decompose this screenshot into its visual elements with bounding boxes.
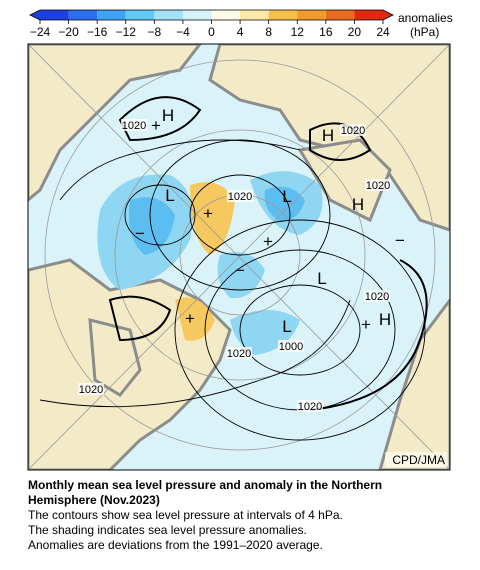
caption-title: Monthly mean sea level pressure and anom… bbox=[28, 478, 383, 492]
map-frame bbox=[27, 43, 451, 471]
map bbox=[28, 44, 450, 470]
pressure-center: H bbox=[322, 126, 334, 145]
colorbar-segment bbox=[97, 10, 126, 20]
caption-title: Hemisphere (Nov.2023) bbox=[28, 493, 160, 507]
pressure-center: + bbox=[203, 204, 213, 223]
colorbar-segment bbox=[297, 10, 326, 20]
credit: CPD/JMA bbox=[392, 453, 445, 467]
colorbar-tick-label: −24 bbox=[30, 25, 51, 39]
contour-label: 1020 bbox=[122, 120, 146, 132]
contour-label-bg bbox=[121, 119, 147, 131]
caption-line: Anomalies are deviations from the 1991–2… bbox=[28, 538, 323, 552]
isobars bbox=[39, 96, 428, 441]
contour-label: 1020 bbox=[228, 191, 252, 203]
pressure-center: L bbox=[165, 186, 174, 205]
map-figure: −24 −20 −16 −12 −8 −4 0 4 8 12 16 20 24 anomalies(hPa… bbox=[27, 9, 453, 471]
contour-label: 1020 bbox=[366, 180, 390, 192]
pressure-center: + bbox=[361, 315, 371, 334]
colorbar-tick-label: 20 bbox=[348, 25, 362, 39]
contour-label: 1020 bbox=[79, 384, 103, 396]
colorbar-tick-label: 24 bbox=[376, 25, 390, 39]
contour-label-bg bbox=[340, 124, 366, 136]
colorbar-segment bbox=[182, 10, 212, 20]
contour-label: 1020 bbox=[341, 125, 365, 137]
pressure-center: H bbox=[352, 195, 364, 214]
contour-label-bg bbox=[364, 290, 390, 302]
colorbar-segment bbox=[68, 10, 98, 20]
colorbar-segment bbox=[125, 10, 155, 20]
contour-label-bg bbox=[226, 347, 252, 359]
colorbar-tick-label: 12 bbox=[291, 25, 305, 39]
pressure-center: L bbox=[317, 269, 326, 288]
contour-label: 1020 bbox=[298, 401, 322, 413]
colorbar-segment bbox=[211, 10, 241, 20]
pressure-center: H bbox=[379, 310, 391, 329]
credit-bg bbox=[385, 452, 447, 467]
colorbar-tick-label: −20 bbox=[58, 25, 79, 39]
colorbar-segment bbox=[240, 10, 269, 20]
pressure-center: + bbox=[185, 309, 195, 328]
colorbar-tick-label: −16 bbox=[87, 25, 108, 39]
contour-label-bg bbox=[365, 179, 391, 191]
colorbar-tick-label: −12 bbox=[116, 25, 137, 39]
colorbar-segment bbox=[154, 10, 183, 20]
caption-line: The contours show sea level pressure at … bbox=[28, 508, 343, 522]
caption: Monthly mean sea level pressure and anom… bbox=[28, 478, 473, 553]
colorbar-segment bbox=[40, 10, 69, 20]
contour-label: 1020 bbox=[365, 291, 389, 303]
contour-label-bg bbox=[227, 190, 253, 202]
colorbar-arrow-right bbox=[383, 10, 393, 20]
colorbar-label: anomalies bbox=[398, 11, 453, 25]
colorbar-arrow-left bbox=[30, 10, 40, 20]
colorbar-tick-label: 16 bbox=[319, 25, 333, 39]
caption-line: The shading indicates sea level pressure… bbox=[28, 523, 307, 537]
colorbar-segment bbox=[354, 10, 383, 20]
contour-label-bg bbox=[278, 340, 304, 352]
land bbox=[28, 44, 450, 470]
colorbar-tick-label: 4 bbox=[237, 25, 244, 39]
pressure-center: − bbox=[235, 261, 245, 280]
contour-label: 1000 bbox=[279, 341, 303, 353]
pressure-center: H bbox=[162, 106, 174, 125]
pressure-center: L bbox=[282, 187, 291, 206]
pressure-center: − bbox=[395, 231, 405, 250]
colorbar-tick-label: −4 bbox=[176, 25, 190, 39]
colorbar-tick-label: −8 bbox=[147, 25, 161, 39]
colorbar-tick-label: 0 bbox=[208, 25, 215, 39]
pressure-center: L bbox=[282, 317, 291, 336]
contour-label-bg bbox=[297, 400, 323, 412]
colorbar-segment bbox=[268, 10, 298, 20]
pressure-center: + bbox=[263, 232, 273, 251]
colorbar-label: (hPa) bbox=[410, 25, 439, 39]
contour-label-bg bbox=[78, 383, 104, 395]
pressure-center: + bbox=[151, 116, 161, 135]
contour-label: 1020 bbox=[227, 348, 251, 360]
colorbar-segment bbox=[325, 10, 355, 20]
colorbar-tick-label: 8 bbox=[265, 25, 272, 39]
pressure-center: − bbox=[135, 224, 145, 243]
